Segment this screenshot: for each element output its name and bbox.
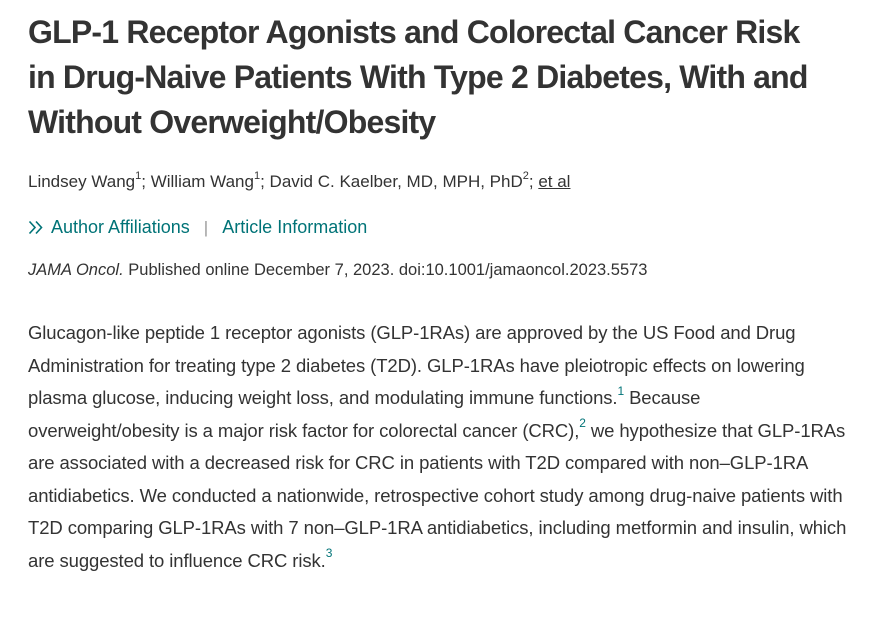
links-divider: | (203, 217, 209, 237)
author-name: Lindsey Wang (28, 172, 136, 191)
abstract-paragraph: Glucagon-like peptide 1 receptor agonist… (28, 317, 856, 577)
double-chevron-icon (28, 220, 44, 235)
et-al-link[interactable]: et al (538, 172, 571, 191)
author-name: David C. Kaelber, MD, MPH, PhD (269, 172, 523, 191)
citation-text: Published online December 7, 2023. doi:1… (128, 261, 648, 279)
author-affiliations-link[interactable]: Author Affiliations (28, 217, 190, 238)
article-information-link[interactable]: Article Information (222, 217, 367, 238)
page-title: GLP-1 Receptor Agonists and Colorectal C… (28, 14, 808, 140)
reference-link[interactable]: 2 (579, 416, 586, 431)
author-name: William Wang (150, 172, 254, 191)
journal-name: JAMA Oncol. (28, 261, 124, 279)
author-affiliation-sup: 2 (522, 170, 529, 183)
citation-line: JAMA Oncol. Published online December 7,… (28, 260, 856, 281)
author-affiliations-label: Author Affiliations (51, 217, 190, 237)
abstract-text-run: we hypothesize that GLP-1RAs are associa… (28, 419, 847, 571)
author-affiliation-sup: 1 (253, 170, 261, 183)
article-information-label: Article Information (222, 217, 368, 237)
article-links-row: Author Affiliations | Article Informatio… (28, 217, 856, 238)
author-affiliation-sup: 1 (135, 170, 142, 183)
abstract-text-run: Glucagon-like peptide 1 receptor agonist… (28, 322, 805, 408)
author-line: Lindsey Wang1; William Wang1; David C. K… (28, 170, 571, 191)
reference-link[interactable]: 1 (617, 383, 625, 398)
reference-link[interactable]: 3 (325, 546, 333, 561)
abstract-text-run: Because overweight/obesity is a major ri… (28, 387, 701, 441)
